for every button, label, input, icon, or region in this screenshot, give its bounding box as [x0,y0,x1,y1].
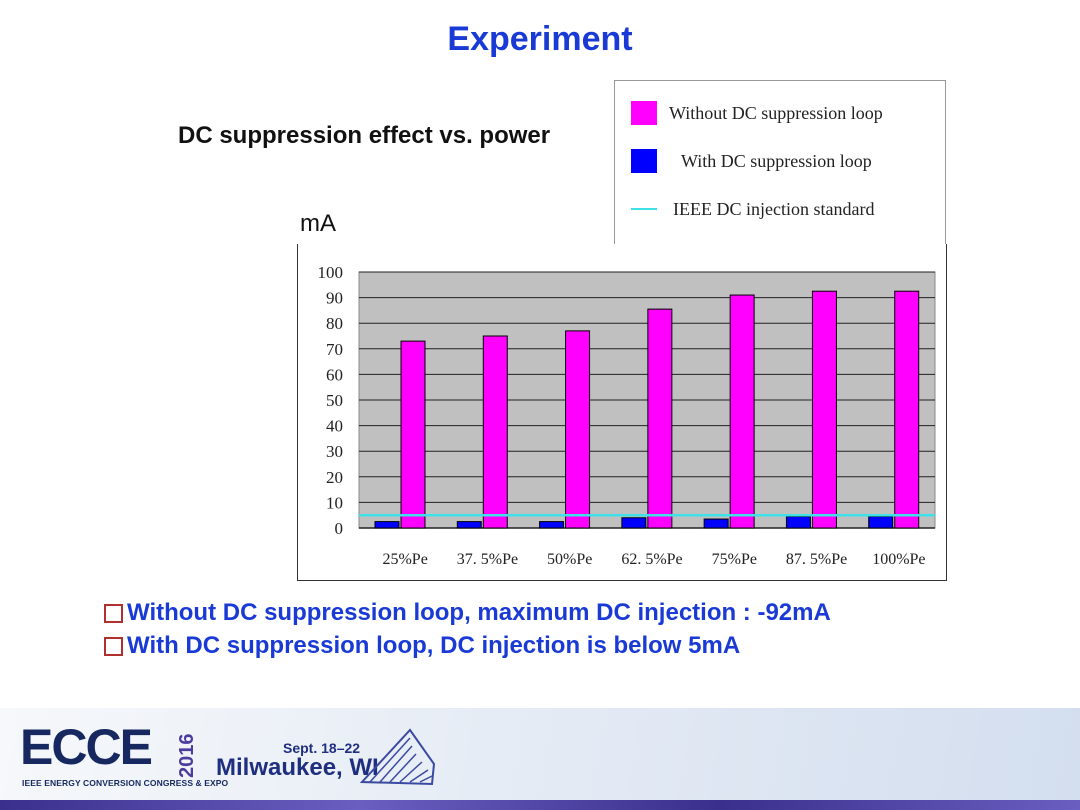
bar-without-4 [730,295,754,528]
chart-subtitle: DC suppression effect vs. power [178,122,550,150]
bar-with-5 [786,516,810,528]
bullet-item-1: Without DC suppression loop, maximum DC … [104,596,831,629]
bullet-item-2: With DC suppression loop, DC injection i… [104,629,831,662]
bar-chart: 0 10 20 30 40 50 60 70 80 90 100 25%Pe 37. 5%Pe 50%Pe… [298,244,946,580]
bullet-text-2: With DC suppression loop, DC injection i… [127,629,740,662]
y-tick-label-40: 40 [326,417,343,436]
x-tick-label-0: 25%Pe [382,551,427,568]
bullet-list: Without DC suppression loop, maximum DC … [104,596,831,662]
conference-year: 2016 [176,726,198,786]
bar-without-5 [812,291,836,528]
bar-without-2 [566,331,590,528]
y-axis-unit-label: mA [300,210,336,238]
chart-legend: Without DC suppression loop With DC supp… [614,80,946,248]
legend-item-with: With DC suppression loop [631,147,872,175]
footer-banner: ECCE IEEE ENERGY CONVERSION CONGRESS & E… [0,708,1080,810]
legend-label-without: Without DC suppression loop [669,103,883,124]
bar-with-0 [375,522,399,528]
bar-without-3 [648,309,672,528]
x-tick-label-3: 62. 5%Pe [621,551,682,568]
conference-city: Milwaukee, WI [216,754,379,782]
bar-with-3 [622,518,646,528]
bridge-logo-icon [360,724,440,788]
legend-label-with: With DC suppression loop [681,151,872,172]
slide-title: Experiment [0,20,1080,59]
bar-with-4 [704,519,728,528]
bar-with-6 [869,516,893,528]
bar-without-6 [895,291,919,528]
legend-item-without: Without DC suppression loop [631,99,883,127]
y-tick-label-10: 10 [326,493,343,512]
y-tick-label-70: 70 [326,340,343,359]
bar-with-1 [457,522,481,528]
x-tick-label-1: 37. 5%Pe [457,551,518,568]
bar-without-1 [483,336,507,528]
legend-swatch-with [631,149,657,173]
x-tick-label-6: 100%Pe [872,551,925,568]
bullet-box-icon [104,604,123,623]
bar-with-2 [540,522,564,528]
ecce-logo: ECCE [20,722,151,772]
x-tick-label-5: 87. 5%Pe [786,551,847,568]
y-tick-label-90: 90 [326,289,343,308]
y-tick-label-0: 0 [335,519,344,538]
x-tick-label-2: 50%Pe [547,551,592,568]
y-tick-label-30: 30 [326,442,343,461]
bullet-box-icon [104,637,123,656]
legend-label-standard: IEEE DC injection standard [673,199,874,220]
y-tick-label-60: 60 [326,365,343,384]
x-tick-label-4: 75%Pe [712,551,757,568]
chart-frame: 0 10 20 30 40 50 60 70 80 90 100 25%Pe 37. 5%Pe 50%Pe… [297,244,947,581]
y-tick-label-50: 50 [326,391,343,410]
legend-swatch-without [631,101,657,125]
y-tick-label-100: 100 [318,263,344,282]
y-tick-label-20: 20 [326,468,343,487]
bar-without-0 [401,341,425,528]
footer-stripe [0,800,1080,810]
y-tick-label-80: 80 [326,314,343,333]
legend-item-standard: IEEE DC injection standard [631,195,874,223]
legend-swatch-standard [631,208,657,210]
bullet-text-1: Without DC suppression loop, maximum DC … [127,596,831,629]
